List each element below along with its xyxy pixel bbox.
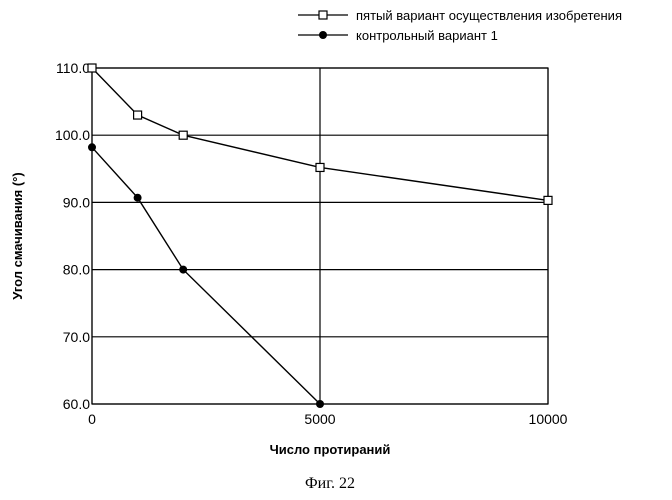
- legend-label-series-1: пятый вариант осуществления изобретения: [356, 8, 622, 23]
- x-tick-label: 0: [88, 411, 96, 427]
- x-axis-label: Число протираний: [270, 442, 391, 457]
- data-point: [179, 131, 187, 139]
- data-point: [316, 400, 324, 408]
- y-tick-label: 90.0: [63, 194, 90, 210]
- legend-marker-series-2: [319, 31, 327, 39]
- figure-caption: Фиг. 22: [305, 475, 355, 492]
- x-tick-label: 5000: [304, 411, 335, 427]
- data-point: [316, 163, 324, 171]
- data-point: [544, 196, 552, 204]
- data-point: [179, 266, 187, 274]
- data-point: [134, 111, 142, 119]
- series-line: [92, 147, 320, 404]
- y-tick-label: 70.0: [63, 329, 90, 345]
- legend-label-series-2: контрольный вариант 1: [356, 28, 498, 43]
- series-2: [88, 143, 324, 408]
- data-point: [88, 143, 96, 151]
- y-tick-label: 60.0: [63, 396, 90, 412]
- legend-marker-series-1: [319, 11, 327, 19]
- y-axis-label: Угол смачивания (°): [10, 172, 25, 299]
- grid: [92, 68, 548, 404]
- y-tick-label: 110.0: [56, 60, 90, 76]
- y-tick-label: 80.0: [63, 262, 90, 278]
- x-tick-label: 10000: [529, 411, 568, 427]
- data-point: [134, 194, 142, 202]
- legend: пятый вариант осуществления изобретения …: [298, 8, 622, 43]
- y-tick-label: 100.0: [55, 127, 90, 143]
- tick-labels: 60.0 70.0 80.0 90.0 100.0 110.0 0 5000 10000: [55, 60, 568, 427]
- data-point: [88, 64, 96, 72]
